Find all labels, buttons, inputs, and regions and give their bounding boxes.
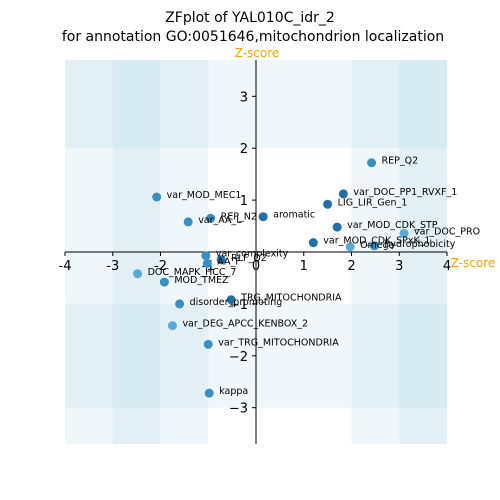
x-tick-label: 0 bbox=[252, 259, 260, 274]
data-point bbox=[369, 241, 379, 251]
data-point bbox=[159, 277, 169, 287]
point-label: AA_F bbox=[217, 256, 240, 267]
y-axis-label: Z-score bbox=[235, 46, 280, 60]
point-label: disorder_promoting bbox=[190, 297, 283, 308]
data-point bbox=[203, 339, 213, 349]
y-tick-label: −3 bbox=[229, 402, 248, 417]
y-tick-label: 1 bbox=[240, 194, 248, 209]
data-point bbox=[204, 388, 214, 398]
data-point bbox=[226, 295, 236, 305]
point-label: REP_N2 bbox=[221, 211, 257, 222]
chart-title: ZFplot of YAL010C_idr_2 bbox=[165, 10, 335, 26]
data-point bbox=[308, 238, 318, 248]
data-point bbox=[345, 242, 355, 252]
point-label: RLF_Q2 bbox=[231, 253, 267, 264]
x-axis-label: Z-score bbox=[451, 256, 496, 270]
data-point bbox=[167, 321, 177, 331]
y-tick-label: 2 bbox=[240, 142, 248, 157]
point-label: TRG_MITOCHONDRIA bbox=[240, 293, 342, 304]
chart-subtitle: for annotation GO:0051646,mitochondrion … bbox=[62, 29, 444, 45]
y-tick-label: −2 bbox=[229, 350, 248, 365]
point-label: var_MOD_MEC1 bbox=[167, 190, 242, 201]
x-tick-label: -4 bbox=[59, 259, 72, 274]
x-tick-label: 2 bbox=[347, 259, 355, 274]
data-point bbox=[216, 255, 226, 265]
point-label: var_DEG_APCC_KENBOX_2 bbox=[182, 319, 308, 330]
data-point bbox=[202, 258, 212, 268]
point-label: Omega bbox=[360, 240, 394, 251]
data-point bbox=[201, 251, 211, 261]
x-tick-label: -3 bbox=[106, 259, 119, 274]
x-tick-label: 1 bbox=[300, 259, 308, 274]
point-label: var_TRG_MITOCHONDRIA bbox=[218, 337, 339, 348]
point-label: var_complexity bbox=[216, 249, 289, 260]
data-point bbox=[152, 192, 162, 202]
x-tick-label: -2 bbox=[154, 259, 167, 274]
point-label: DOC_MAPK_HCC_7 bbox=[148, 267, 237, 278]
data-point bbox=[258, 212, 268, 222]
y-tick-label: 3 bbox=[240, 90, 248, 105]
data-point bbox=[175, 299, 185, 309]
data-point bbox=[206, 213, 216, 223]
x-tick-label: 4 bbox=[443, 259, 451, 274]
data-point bbox=[133, 269, 143, 279]
data-point bbox=[332, 222, 342, 232]
point-label: LIG_LIR_Gen_1 bbox=[338, 197, 408, 208]
point-label: hydrophobicity bbox=[384, 239, 455, 250]
point-label: aromatic bbox=[273, 210, 315, 221]
point-label: var_DOC_PP1_RVXF_1 bbox=[353, 187, 457, 198]
x-tick-label: 3 bbox=[395, 259, 403, 274]
data-points bbox=[133, 158, 409, 398]
point-labels: REP_Q2 var_MOD_MEC1 var_DOC_PP1_RVXF_1LIG_… bbox=[148, 156, 481, 397]
point-label: REP_Q2 bbox=[382, 156, 419, 167]
point-label: MOD_TMEZ bbox=[174, 275, 229, 286]
data-point bbox=[183, 217, 193, 227]
point-label: var_AA_L bbox=[198, 215, 242, 226]
data-point bbox=[399, 228, 409, 238]
point-label: var_DOC_PRO bbox=[414, 226, 480, 237]
data-point bbox=[323, 199, 333, 209]
data-point bbox=[338, 189, 348, 199]
data-point bbox=[367, 158, 377, 168]
point-label: kappa bbox=[219, 386, 248, 397]
point-label: var_MOD_CDK_SPxK_1 bbox=[323, 236, 430, 247]
point-label: var_MOD_CDK_STP bbox=[347, 220, 438, 231]
